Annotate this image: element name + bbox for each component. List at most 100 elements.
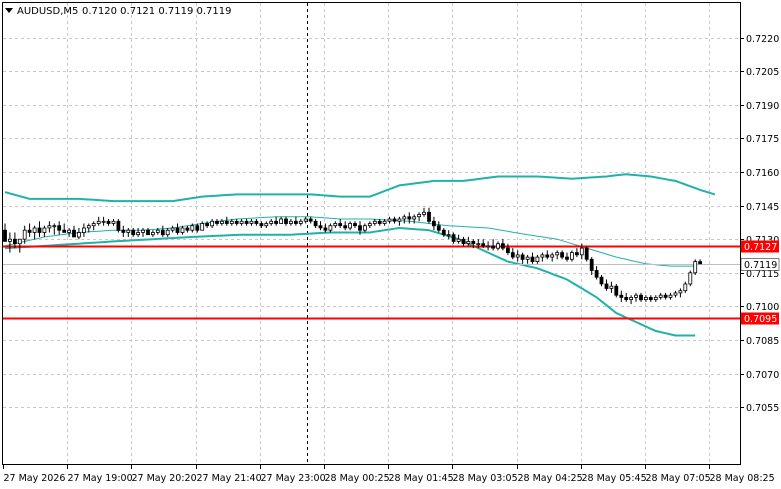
y-tick-label: 0.7070: [746, 370, 779, 381]
candle-body: [422, 211, 426, 215]
horizontal-levels[interactable]: [3, 245, 740, 320]
x-tick-label: 28 May 07:05: [646, 473, 711, 484]
candle-body: [77, 232, 81, 238]
candle-body: [604, 283, 609, 289]
candle: [111, 219, 116, 226]
candle-body: [362, 225, 367, 231]
candle: [47, 221, 52, 233]
candle-body: [515, 254, 520, 258]
candle-body: [32, 227, 37, 233]
candle-body: [599, 276, 604, 285]
candle-body: [644, 296, 648, 300]
candle-body: [264, 223, 269, 227]
candle-body: [150, 232, 155, 236]
candle: [624, 292, 629, 302]
candle-body: [219, 220, 224, 224]
candle-body: [397, 218, 402, 222]
candle-body: [619, 294, 624, 298]
candle: [155, 228, 160, 235]
candle: [146, 228, 150, 236]
candle: [333, 221, 338, 228]
candle-body: [121, 229, 126, 233]
candle-body: [3, 229, 7, 242]
candle-body: [308, 218, 313, 222]
candle: [594, 266, 599, 280]
candle-body: [594, 270, 599, 278]
level-label: 0.7095: [744, 314, 777, 325]
candle: [42, 225, 47, 237]
candle-body: [614, 285, 619, 296]
candle-body: [476, 243, 481, 246]
candle-body: [86, 225, 91, 229]
candle: [540, 252, 545, 262]
candle: [259, 221, 264, 228]
candle: [367, 221, 372, 228]
candle: [530, 252, 535, 264]
candle-body: [284, 218, 288, 224]
candle: [244, 219, 249, 226]
candle: [491, 239, 496, 251]
candle: [466, 236, 471, 246]
candle: [126, 228, 131, 237]
candle-body: [392, 218, 397, 222]
candle-body: [412, 216, 417, 220]
candle: [338, 219, 343, 228]
candle: [185, 225, 190, 233]
candle-body: [377, 220, 382, 224]
candle: [575, 248, 579, 258]
candle-body: [565, 256, 569, 260]
candle-body: [333, 223, 338, 227]
candle-body: [249, 220, 254, 224]
candle-body: [106, 220, 111, 224]
candle: [441, 228, 446, 237]
candle: [170, 225, 175, 233]
candle-body: [461, 238, 466, 245]
candle-body: [589, 258, 594, 271]
candle: [584, 245, 589, 262]
x-tick-label: 27 May 20:20: [132, 473, 197, 484]
candle-body: [22, 229, 27, 240]
candle-body: [402, 216, 407, 220]
candle: [224, 216, 229, 226]
candle: [663, 292, 668, 300]
triangle-down-icon[interactable]: [5, 8, 13, 13]
candle: [229, 219, 234, 226]
candle-body: [328, 225, 333, 231]
candle-body: [259, 223, 264, 227]
candle: [589, 257, 594, 275]
candle: [136, 228, 141, 237]
candle-body: [254, 220, 259, 224]
candle-body: [229, 220, 234, 224]
candle: [254, 219, 259, 226]
candle-body: [170, 227, 175, 231]
y-tick-label: 0.7115: [746, 269, 779, 280]
x-tick-label: 28 May 08:25: [710, 473, 775, 484]
plot-frame: [2, 2, 741, 465]
candle-body: [387, 218, 392, 222]
candle-body: [441, 229, 446, 236]
candle-body: [57, 225, 62, 231]
y-tick-label: 0.7175: [746, 134, 779, 145]
candle: [476, 239, 481, 249]
candle: [417, 212, 422, 222]
candle: [62, 223, 67, 233]
candle: [72, 225, 76, 238]
candle: [402, 214, 407, 224]
candle: [658, 292, 663, 300]
symbol-label: AUDUSD,M5: [17, 6, 78, 17]
candle: [422, 207, 426, 217]
candle: [96, 216, 101, 226]
candle: [599, 275, 604, 287]
x-tick-label: 27 May 2026: [4, 473, 66, 484]
candle-body: [540, 254, 545, 258]
candle: [86, 223, 91, 233]
candle: [362, 223, 367, 233]
candle-body: [338, 223, 343, 227]
candle: [195, 223, 200, 233]
candle-body: [584, 247, 589, 260]
candle: [293, 216, 298, 226]
candle: [565, 252, 569, 262]
candle-body: [82, 227, 86, 233]
